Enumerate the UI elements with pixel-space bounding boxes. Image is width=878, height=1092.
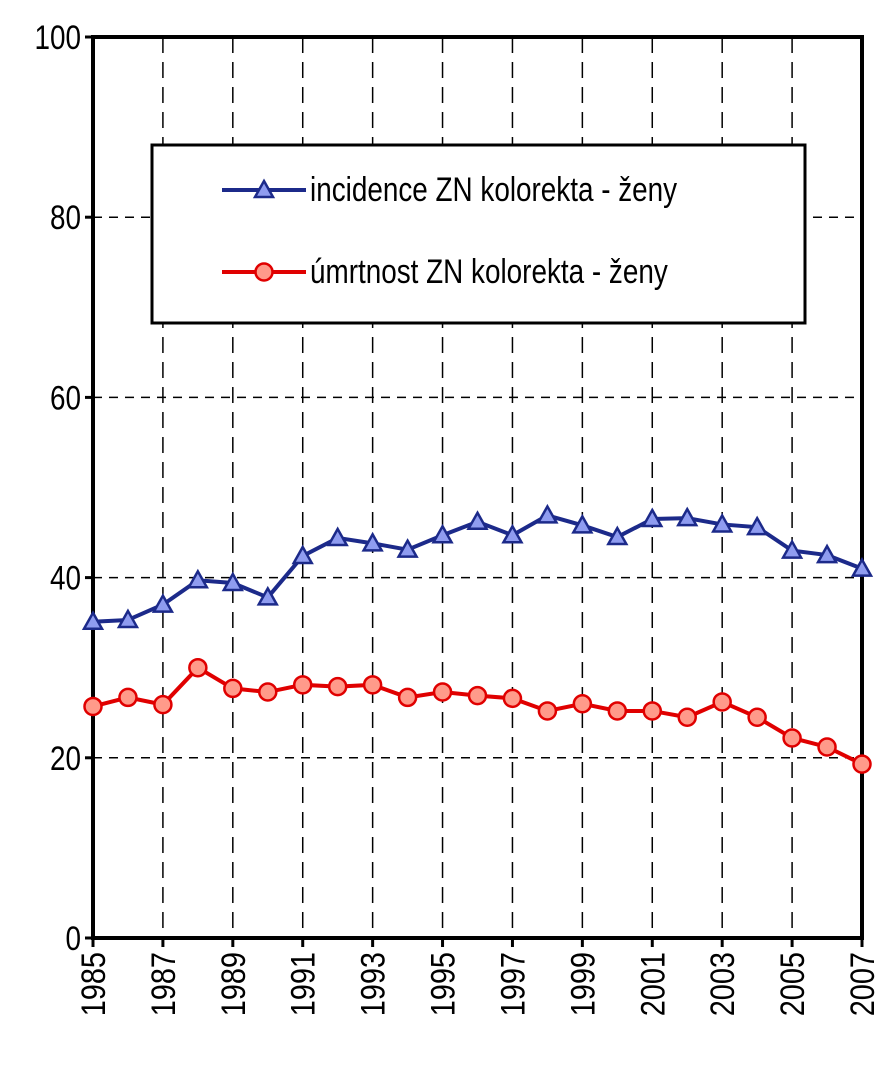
point <box>711 512 734 533</box>
point <box>607 701 628 721</box>
point <box>396 538 419 558</box>
point <box>712 692 732 712</box>
point <box>852 754 872 774</box>
legend-marker <box>252 178 276 199</box>
point <box>151 593 175 613</box>
series-line <box>92 665 863 766</box>
x-tick-label: 1985 <box>74 952 113 1016</box>
point <box>362 675 383 695</box>
point <box>81 610 105 630</box>
y-tick-label: 20 <box>50 739 81 777</box>
point <box>221 571 244 592</box>
legend-marker <box>254 262 274 282</box>
point <box>641 507 664 528</box>
x-tick-label: 1987 <box>144 952 183 1016</box>
x-tick-label: 2005 <box>773 952 812 1016</box>
point <box>223 678 243 699</box>
x-tick-label: 2007 <box>843 952 878 1016</box>
plot-frame <box>91 35 864 940</box>
point <box>397 687 418 708</box>
x-tick-label: 1995 <box>423 952 462 1016</box>
x-tick-label: 1999 <box>563 952 602 1016</box>
point <box>153 694 173 715</box>
point <box>745 515 769 536</box>
point <box>292 675 313 695</box>
y-tick-label: 100 <box>34 18 81 56</box>
point <box>188 657 208 678</box>
point <box>782 728 802 748</box>
legend-label: úmrtnost ZN kolorekta - ženy <box>310 252 668 290</box>
point <box>606 525 629 546</box>
point <box>466 510 489 530</box>
y-tick-label: 40 <box>50 559 81 597</box>
point <box>467 685 488 706</box>
point <box>186 568 210 589</box>
y-tick-label: 0 <box>65 919 81 957</box>
point <box>780 539 804 559</box>
point <box>850 557 874 577</box>
point <box>501 523 524 544</box>
x-tick-label: 1993 <box>353 952 392 1016</box>
point <box>118 687 138 708</box>
point <box>361 531 384 552</box>
legend-box <box>150 143 807 325</box>
point <box>815 543 839 564</box>
point <box>432 682 453 702</box>
point <box>83 696 103 717</box>
point <box>536 503 559 524</box>
y-tick-label: 80 <box>50 199 81 237</box>
legend-label: incidence ZN kolorekta - ženy <box>310 170 678 208</box>
point <box>572 693 593 714</box>
point <box>817 737 837 757</box>
point <box>256 585 279 606</box>
point <box>116 608 140 629</box>
y-tick-label: 60 <box>50 379 81 417</box>
point <box>326 526 349 547</box>
point <box>571 513 594 534</box>
point <box>747 707 767 728</box>
x-tick-label: 1989 <box>214 952 253 1016</box>
x-tick-label: 2001 <box>633 952 672 1016</box>
point <box>642 701 663 721</box>
series-line <box>92 513 863 624</box>
point <box>291 544 314 565</box>
point <box>677 707 697 728</box>
point <box>502 688 523 709</box>
x-tick-label: 1997 <box>493 952 532 1016</box>
x-tick-label: 1991 <box>283 952 322 1016</box>
point <box>431 523 454 544</box>
point <box>676 506 699 527</box>
x-tick-label: 2003 <box>703 952 742 1016</box>
point <box>537 701 558 721</box>
point <box>327 676 348 697</box>
point <box>258 682 278 702</box>
